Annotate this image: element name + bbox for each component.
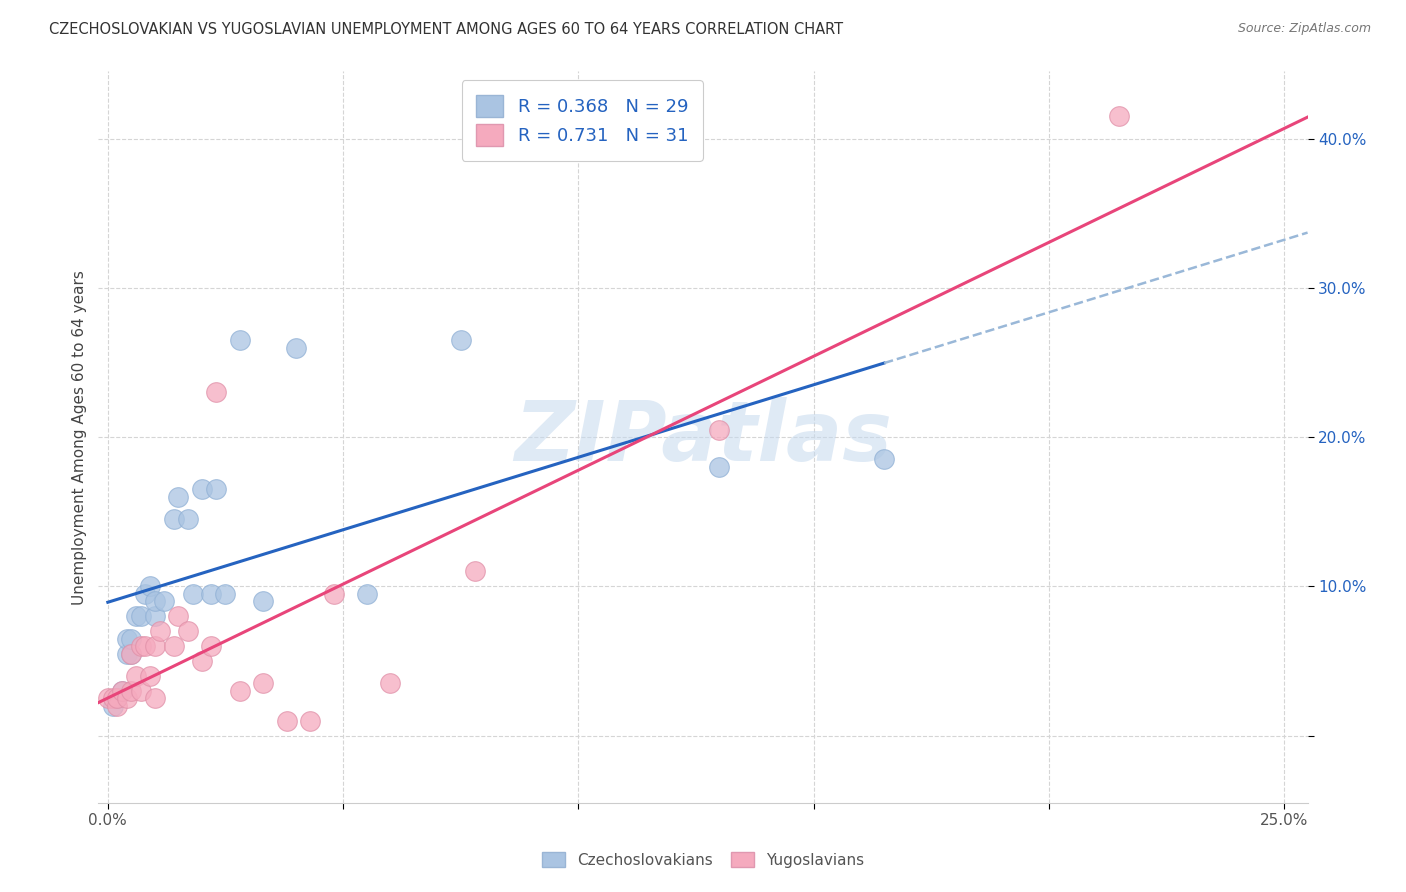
- Point: [120, 683, 142, 698]
- Point: [111, 683, 134, 698]
- Point: [129, 609, 152, 624]
- Point: [120, 632, 142, 646]
- Point: [191, 483, 214, 497]
- Point: [163, 639, 186, 653]
- Point: [111, 683, 134, 698]
- Point: [139, 669, 162, 683]
- Point: [205, 483, 228, 497]
- Point: [134, 639, 156, 653]
- Point: [299, 714, 322, 728]
- Point: [228, 683, 250, 698]
- Point: [120, 647, 142, 661]
- Point: [143, 609, 166, 624]
- Point: [125, 609, 148, 624]
- Point: [143, 639, 166, 653]
- Point: [322, 587, 344, 601]
- Point: [115, 632, 138, 646]
- Point: [101, 691, 124, 706]
- Point: [709, 459, 731, 474]
- Point: [134, 587, 156, 601]
- Point: [115, 691, 138, 706]
- Legend: Czechoslovakians, Yugoslavians: Czechoslovakians, Yugoslavians: [534, 844, 872, 875]
- Point: [252, 676, 274, 690]
- Text: CZECHOSLOVAKIAN VS YUGOSLAVIAN UNEMPLOYMENT AMONG AGES 60 TO 64 YEARS CORRELATIO: CZECHOSLOVAKIAN VS YUGOSLAVIAN UNEMPLOYM…: [49, 22, 844, 37]
- Point: [101, 698, 124, 713]
- Point: [1108, 109, 1130, 123]
- Point: [105, 691, 128, 706]
- Point: [149, 624, 172, 639]
- Point: [873, 452, 896, 467]
- Point: [163, 512, 186, 526]
- Point: [143, 691, 166, 706]
- Point: [276, 714, 298, 728]
- Point: [129, 683, 152, 698]
- Point: [228, 333, 250, 347]
- Point: [177, 512, 200, 526]
- Point: [252, 594, 274, 608]
- Point: [356, 587, 378, 601]
- Point: [167, 609, 190, 624]
- Text: ZIPatlas: ZIPatlas: [515, 397, 891, 477]
- Point: [450, 333, 472, 347]
- Point: [181, 587, 204, 601]
- Text: Source: ZipAtlas.com: Source: ZipAtlas.com: [1237, 22, 1371, 36]
- Point: [97, 691, 120, 706]
- Point: [167, 490, 190, 504]
- Point: [464, 565, 486, 579]
- Point: [153, 594, 176, 608]
- Point: [129, 639, 152, 653]
- Point: [105, 691, 128, 706]
- Point: [143, 594, 166, 608]
- Point: [105, 698, 128, 713]
- Legend: R = 0.368   N = 29, R = 0.731   N = 31: R = 0.368 N = 29, R = 0.731 N = 31: [461, 80, 703, 161]
- Point: [139, 579, 162, 593]
- Point: [205, 385, 228, 400]
- Point: [200, 587, 222, 601]
- Point: [378, 676, 401, 690]
- Point: [285, 341, 308, 355]
- Point: [177, 624, 200, 639]
- Point: [115, 647, 138, 661]
- Point: [200, 639, 222, 653]
- Point: [120, 647, 142, 661]
- Point: [709, 423, 731, 437]
- Point: [191, 654, 214, 668]
- Point: [214, 587, 236, 601]
- Y-axis label: Unemployment Among Ages 60 to 64 years: Unemployment Among Ages 60 to 64 years: [72, 269, 87, 605]
- Point: [125, 669, 148, 683]
